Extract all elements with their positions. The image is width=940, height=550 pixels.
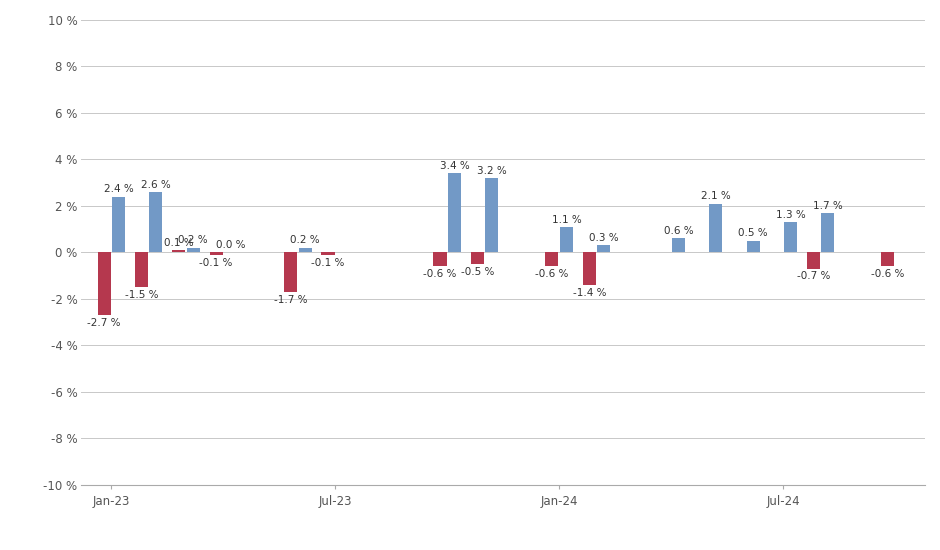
- Text: 0.2 %: 0.2 %: [290, 235, 320, 245]
- Bar: [187, 248, 200, 252]
- Text: -1.5 %: -1.5 %: [125, 290, 158, 300]
- Bar: [210, 252, 223, 255]
- Text: -1.4 %: -1.4 %: [572, 288, 606, 298]
- Bar: [448, 173, 462, 252]
- Text: 1.1 %: 1.1 %: [552, 214, 581, 224]
- Bar: [172, 250, 185, 252]
- Bar: [134, 252, 148, 287]
- Text: 2.1 %: 2.1 %: [701, 191, 730, 201]
- Text: -1.7 %: -1.7 %: [274, 295, 307, 305]
- Bar: [299, 248, 312, 252]
- Text: 3.2 %: 3.2 %: [477, 166, 507, 175]
- Text: 3.4 %: 3.4 %: [440, 161, 469, 171]
- Bar: [882, 252, 894, 266]
- Text: 1.7 %: 1.7 %: [813, 201, 842, 211]
- Bar: [284, 252, 297, 292]
- Text: 0.3 %: 0.3 %: [589, 233, 619, 243]
- Text: 2.4 %: 2.4 %: [103, 184, 133, 194]
- Text: 0.1 %: 0.1 %: [164, 238, 194, 248]
- Text: -0.5 %: -0.5 %: [461, 267, 494, 277]
- Bar: [807, 252, 820, 268]
- Text: 0.6 %: 0.6 %: [664, 226, 694, 236]
- Text: -0.6 %: -0.6 %: [423, 269, 457, 279]
- Text: 0.5 %: 0.5 %: [738, 228, 768, 239]
- Bar: [321, 252, 335, 255]
- Bar: [485, 178, 498, 252]
- Text: 0.0 %: 0.0 %: [216, 240, 245, 250]
- Bar: [597, 245, 610, 252]
- Text: -0.7 %: -0.7 %: [796, 272, 830, 282]
- Bar: [822, 213, 835, 252]
- Bar: [583, 252, 596, 285]
- Bar: [560, 227, 573, 252]
- Bar: [112, 196, 125, 252]
- Text: 1.3 %: 1.3 %: [776, 210, 806, 220]
- Bar: [98, 252, 111, 315]
- Bar: [545, 252, 558, 266]
- Text: -0.6 %: -0.6 %: [871, 269, 904, 279]
- Text: -0.1 %: -0.1 %: [311, 257, 345, 267]
- Text: 2.6 %: 2.6 %: [141, 180, 171, 190]
- Bar: [784, 222, 797, 252]
- Bar: [746, 241, 760, 252]
- Text: -2.7 %: -2.7 %: [87, 318, 121, 328]
- Bar: [471, 252, 484, 264]
- Text: 0.2 %: 0.2 %: [179, 235, 208, 245]
- Bar: [672, 239, 685, 252]
- Text: -0.1 %: -0.1 %: [199, 257, 233, 267]
- Bar: [433, 252, 446, 266]
- Bar: [149, 192, 163, 252]
- Text: -0.6 %: -0.6 %: [535, 269, 569, 279]
- Bar: [710, 204, 722, 252]
